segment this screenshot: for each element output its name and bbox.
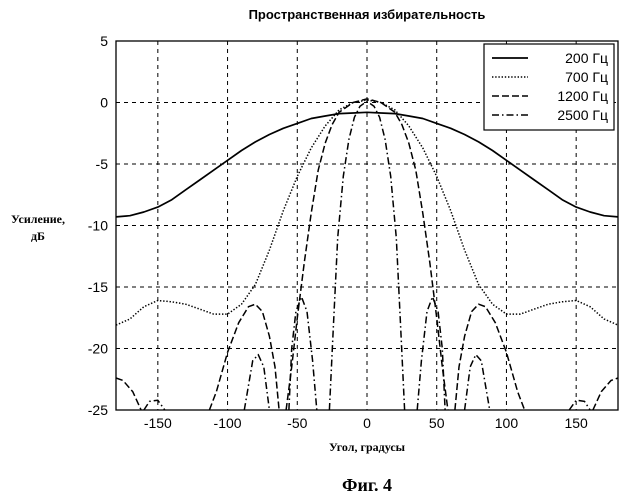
x-tick-label: 100 bbox=[495, 415, 519, 431]
y-tick-label: 0 bbox=[100, 95, 108, 111]
y-tick-label: -10 bbox=[88, 218, 108, 234]
series-line-2 bbox=[115, 98, 619, 411]
series-line-3 bbox=[143, 100, 591, 411]
legend-label: 2500 Гц bbox=[557, 107, 608, 123]
series-line-1 bbox=[115, 99, 619, 326]
x-tick-label: -100 bbox=[214, 415, 242, 431]
chart-title: Пространственная избирательность bbox=[249, 7, 486, 22]
y-tick-label: -20 bbox=[88, 341, 108, 357]
y-tick-label: -15 bbox=[88, 279, 108, 295]
legend-label: 200 Гц bbox=[565, 50, 608, 66]
x-tick-label: 150 bbox=[564, 415, 588, 431]
x-tick-label: 0 bbox=[363, 415, 371, 431]
legend-label: 1200 Гц bbox=[557, 88, 608, 104]
figure-caption: Фиг. 4 bbox=[342, 475, 392, 495]
series-group bbox=[115, 98, 619, 411]
series-line-0 bbox=[115, 111, 619, 218]
y-tick-label: 5 bbox=[100, 33, 108, 49]
legend-label: 700 Гц bbox=[565, 69, 608, 85]
y-axis-label-line2: дБ bbox=[31, 229, 45, 243]
x-tick-label: -150 bbox=[144, 415, 172, 431]
y-axis-label-line1: Усиление, bbox=[11, 212, 65, 226]
y-tick-label: -25 bbox=[88, 402, 108, 418]
x-tick-label: 50 bbox=[429, 415, 445, 431]
plot-area bbox=[115, 40, 619, 411]
legend: 200 Гц 700 Гц 1200 Гц 2500 Гц bbox=[483, 43, 615, 131]
y-tick-label: -5 bbox=[96, 156, 109, 172]
x-axis-label: Угол, градусы bbox=[329, 440, 406, 454]
x-tick-label: -50 bbox=[287, 415, 307, 431]
